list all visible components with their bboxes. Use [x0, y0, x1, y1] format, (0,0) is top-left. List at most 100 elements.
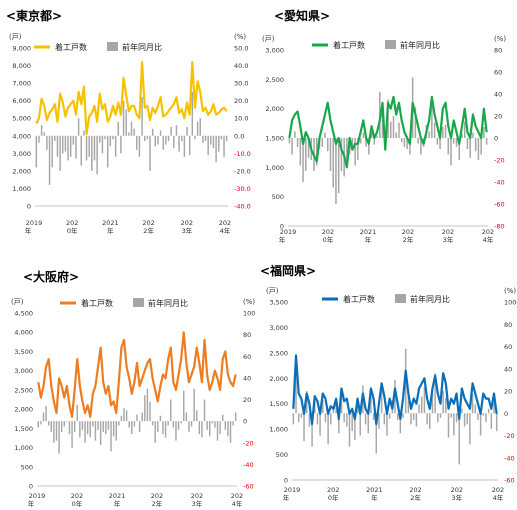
bar: [38, 135, 40, 143]
left-tick-label: 1,500: [14, 425, 33, 433]
left-tick-label: 2,000: [269, 375, 288, 383]
bar: [343, 413, 345, 423]
left-tick-label: 500: [276, 451, 288, 459]
bar: [450, 138, 452, 166]
x-tick-label: 202: [71, 492, 83, 500]
bar: [474, 138, 477, 152]
bar: [219, 421, 221, 435]
bar: [45, 405, 47, 422]
bar: [133, 128, 135, 136]
left-tick-label: 3,000: [14, 367, 33, 375]
bar: [346, 138, 348, 160]
bar-series: [292, 348, 498, 465]
bar: [120, 135, 122, 154]
bar: [59, 135, 61, 171]
bar: [423, 386, 426, 414]
bar: [370, 129, 373, 138]
bar: [188, 135, 191, 156]
bar: [92, 421, 94, 427]
left-tick-label: 2,000: [265, 105, 284, 113]
bar: [378, 413, 380, 429]
bar: [294, 131, 296, 138]
bar: [40, 125, 43, 136]
left-tick-label: 0: [280, 223, 284, 231]
bar: [196, 410, 198, 422]
bar: [79, 421, 81, 438]
x-tick-label: 年: [279, 235, 286, 244]
legend: 着工戸数 前年同月比: [34, 42, 162, 52]
right-tick-label: 20: [504, 388, 512, 396]
bar: [447, 413, 450, 438]
bar: [63, 421, 65, 427]
bar: [60, 421, 63, 432]
left-tick-label: 2,500: [269, 349, 288, 357]
bar: [54, 135, 56, 142]
bar: [316, 413, 319, 425]
bar: [458, 138, 460, 160]
bar: [199, 118, 201, 136]
bar: [437, 413, 439, 423]
x-tick-label: 202: [322, 228, 334, 236]
right-tick-label: 60: [504, 343, 512, 351]
bar: [214, 421, 216, 428]
bar: [399, 413, 402, 434]
bar: [69, 135, 72, 157]
bar: [472, 132, 474, 138]
bar: [181, 135, 183, 142]
right-tick-label: -40: [494, 179, 505, 187]
bar: [144, 395, 146, 422]
x-tick-label: 2019: [26, 219, 43, 227]
x-tick-label: 4年: [493, 493, 504, 502]
chart-title: <愛知県>: [274, 8, 330, 23]
bar: [212, 135, 215, 149]
bar: [453, 138, 455, 144]
bar: [402, 413, 404, 418]
x-tick-label: 0年: [323, 235, 334, 244]
bar: [138, 135, 141, 157]
bar: [115, 421, 117, 441]
bar: [442, 127, 444, 138]
bar: [338, 413, 340, 434]
bar: [232, 421, 234, 426]
right-tick-label: 20: [494, 113, 502, 121]
chart-panel-4: <福岡県> (戸) (%) 着工戸数 前年同月比 0 500 1,000 1,500 2,000 2…: [260, 263, 516, 502]
x-tick-label: 2年: [410, 493, 421, 502]
bar: [324, 132, 326, 138]
bar: [335, 402, 337, 414]
legend: 着工戸数 前年同月比: [60, 298, 188, 308]
bar: [433, 122, 436, 138]
bar: [175, 421, 177, 441]
chart-panel-3: <大阪府> (戸) (%) 着工戸数 前年同月比 0 500 1,000 1,500 2,000 2…: [11, 269, 255, 508]
bar: [395, 132, 397, 138]
left-tick-label: 4,500: [14, 310, 33, 318]
left-tick-label: 2,500: [265, 76, 284, 84]
bar: [453, 413, 455, 436]
bar: [351, 413, 353, 432]
left-tick-label: 1,000: [14, 444, 33, 452]
right-tick-label: 0: [494, 135, 498, 143]
bar: [300, 413, 303, 418]
chart-panel-1: <東京都> (戸) (%) 着工戸数 前年同月比 0 1,000 2,000 3,000 4,00…: [6, 8, 251, 235]
bar: [110, 421, 112, 452]
bar: [204, 135, 207, 142]
bar: [359, 138, 362, 144]
bar: [305, 391, 308, 414]
bar: [42, 412, 45, 422]
bar: [151, 421, 154, 426]
bar: [157, 421, 159, 432]
bar: [66, 421, 68, 422]
bar: [403, 138, 406, 147]
x-tick-label: 2年: [143, 226, 154, 235]
bar: [386, 413, 388, 436]
bar: [50, 421, 52, 432]
left-tick-label: 1,000: [265, 164, 284, 172]
bar: [463, 121, 466, 138]
bar: [380, 388, 383, 414]
bar: [149, 401, 151, 422]
right-tick-label: 0: [504, 410, 508, 418]
bar: [101, 135, 104, 154]
bar: [46, 135, 48, 150]
left-tick-label: 3,000: [265, 47, 284, 55]
bar: [206, 421, 208, 430]
bar: [130, 121, 133, 136]
